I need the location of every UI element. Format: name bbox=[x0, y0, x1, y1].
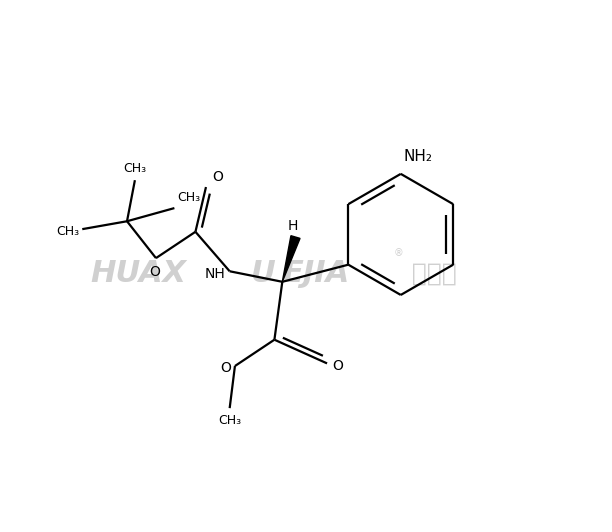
Text: CH₃: CH₃ bbox=[56, 225, 80, 238]
Text: NH: NH bbox=[204, 267, 225, 281]
Text: CH₃: CH₃ bbox=[218, 414, 241, 427]
Text: O: O bbox=[220, 361, 231, 375]
Text: CH₃: CH₃ bbox=[177, 191, 200, 204]
Text: O: O bbox=[212, 170, 223, 185]
Text: ®: ® bbox=[394, 248, 403, 258]
Text: 化学加: 化学加 bbox=[403, 262, 457, 286]
Text: NH₂: NH₂ bbox=[403, 149, 433, 164]
Text: CH₃: CH₃ bbox=[124, 162, 146, 175]
Text: O: O bbox=[332, 359, 343, 373]
Text: HUAX: HUAX bbox=[90, 260, 186, 288]
Text: O: O bbox=[149, 265, 160, 279]
Text: EJIA: EJIA bbox=[282, 260, 349, 288]
Text: H: H bbox=[288, 219, 298, 233]
Text: U: U bbox=[251, 260, 275, 288]
Polygon shape bbox=[282, 236, 300, 282]
